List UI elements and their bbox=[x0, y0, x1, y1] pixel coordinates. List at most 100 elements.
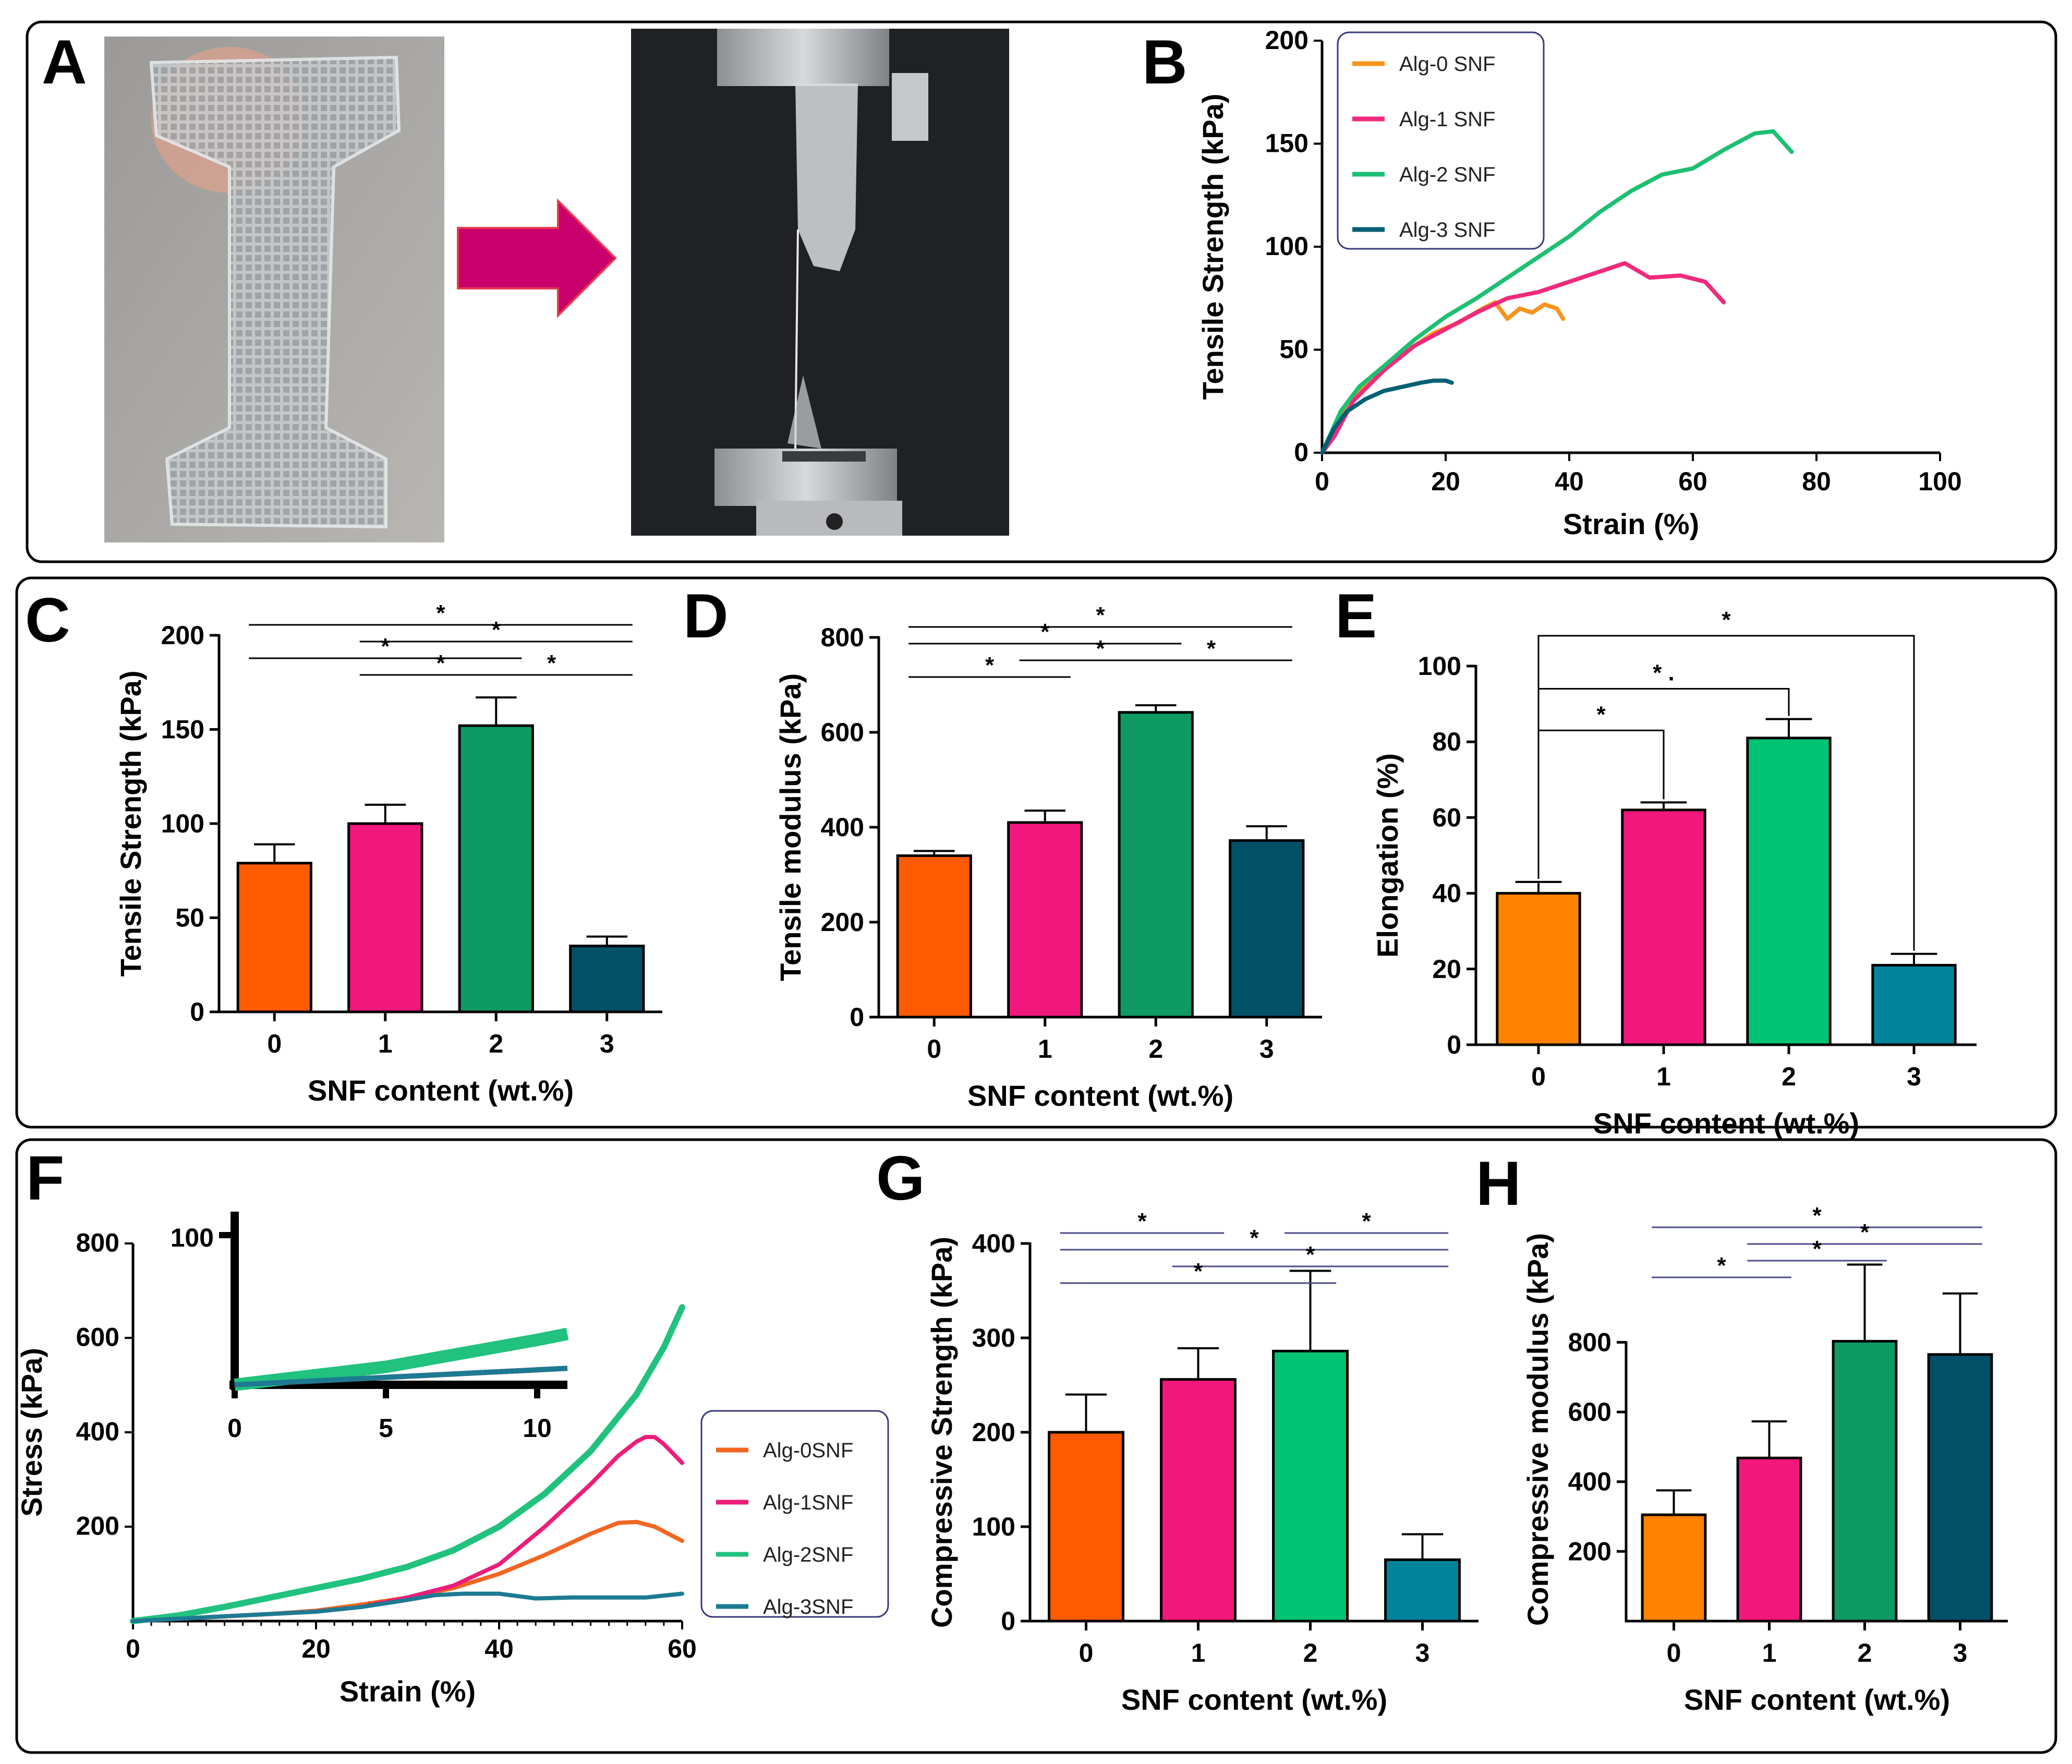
x-axis-title: SNF content (wt.%) bbox=[1593, 1107, 1859, 1140]
panel-frame-middle bbox=[15, 576, 2057, 1129]
bar bbox=[569, 945, 645, 1013]
significance-star: * bbox=[1137, 1209, 1147, 1234]
chart-c: 0 50 100 150 200 0 1 2 3 SNF content (wt.%) Tensil… bbox=[114, 600, 662, 1107]
x-tick-label: 20 bbox=[301, 1634, 331, 1663]
y-tick-label: 60 bbox=[1432, 803, 1461, 832]
inset-y-tick-label: 100 bbox=[171, 1223, 214, 1252]
y-tick-label: 0 bbox=[190, 997, 204, 1026]
x-tick-label: 3 bbox=[1415, 1638, 1430, 1668]
legend bbox=[700, 1410, 889, 1618]
y-tick-label: 100 bbox=[161, 809, 204, 838]
bar bbox=[1229, 839, 1305, 1019]
bar bbox=[1641, 1513, 1707, 1623]
x-tick-label: 20 bbox=[1431, 467, 1460, 496]
x-tick-label: 80 bbox=[1802, 467, 1831, 496]
y-tick-label: 100 bbox=[1418, 651, 1461, 681]
y-tick-label: 0 bbox=[1001, 1606, 1015, 1636]
x-axis-title: SNF content (wt.%) bbox=[967, 1079, 1233, 1112]
significance-star: * bbox=[985, 653, 995, 678]
significance-star: * bbox=[381, 634, 390, 659]
y-axis-title: Tensile Strength (kPa) bbox=[114, 670, 147, 976]
x-tick-label: 1 bbox=[378, 1029, 393, 1058]
y-tick-label: 200 bbox=[1568, 1537, 1611, 1566]
bar bbox=[236, 862, 312, 1013]
x-axis-title: SNF content (wt.%) bbox=[1121, 1683, 1387, 1716]
x-tick-label: 1 bbox=[1762, 1638, 1777, 1668]
significance-star: * bbox=[1812, 1203, 1822, 1228]
bar bbox=[1496, 892, 1581, 1046]
legend-label: Alg-1 SNF bbox=[1399, 108, 1496, 131]
arrow-icon bbox=[457, 198, 617, 318]
y-tick-label: 800 bbox=[76, 1228, 119, 1257]
series-line bbox=[1320, 378, 1454, 455]
panel-label-d: D bbox=[683, 581, 729, 651]
legend-label: Alg-2 SNF bbox=[1399, 163, 1496, 186]
significance-star: * bbox=[1306, 1242, 1315, 1267]
inset-x-tick-label: 0 bbox=[227, 1413, 242, 1443]
panel-label-g: G bbox=[876, 1143, 925, 1213]
chart-f: 200 400 600 800 0 20 40 60 Strain (%) Stress (kPa… bbox=[15, 1212, 889, 1708]
y-tick-label: 800 bbox=[1568, 1327, 1611, 1357]
significance-star: * bbox=[1812, 1236, 1822, 1262]
x-tick-label: 0 bbox=[927, 1034, 941, 1064]
y-tick-label: 150 bbox=[1265, 129, 1308, 158]
significance-star: * bbox=[492, 617, 501, 643]
panel-label-h: H bbox=[1476, 1149, 1521, 1218]
legend-label: Alg-1SNF bbox=[763, 1491, 853, 1514]
panel-label-a: A bbox=[42, 27, 87, 97]
x-tick-label: 0 bbox=[1315, 467, 1329, 496]
bar bbox=[1736, 1456, 1802, 1623]
x-tick-label: 2 bbox=[1782, 1062, 1796, 1091]
x-tick-label: 2 bbox=[1148, 1034, 1163, 1064]
series-line bbox=[130, 1304, 685, 1624]
y-tick-label: 800 bbox=[821, 623, 864, 652]
bar bbox=[1118, 711, 1194, 1019]
x-tick-label: 0 bbox=[126, 1634, 140, 1663]
bar bbox=[896, 854, 972, 1019]
significance-star: * . bbox=[1653, 660, 1675, 686]
y-tick-label: 50 bbox=[175, 903, 204, 933]
x-tick-label: 3 bbox=[1907, 1062, 1921, 1091]
bar bbox=[1160, 1378, 1237, 1623]
y-tick-label: 400 bbox=[972, 1229, 1015, 1258]
x-tick-label: 60 bbox=[668, 1634, 697, 1663]
y-axis-title: Compressive modulus (kPa) bbox=[1521, 1233, 1554, 1626]
bar bbox=[1384, 1558, 1461, 1623]
significance-star: * bbox=[1250, 1225, 1259, 1251]
significance-star: * bbox=[1722, 607, 1731, 633]
y-tick-label: 150 bbox=[161, 715, 204, 744]
x-tick-label: 40 bbox=[484, 1634, 514, 1663]
chart-b: 0 50 100 150 200 0 20 40 60 80 100 Strain (%) Tensil… bbox=[1196, 26, 1962, 540]
x-axis-title: Strain (%) bbox=[340, 1675, 476, 1708]
x-axis-title: Strain (%) bbox=[1563, 508, 1699, 540]
bar bbox=[1048, 1431, 1124, 1623]
x-tick-label: 0 bbox=[1531, 1062, 1546, 1091]
legend-label: Alg-2SNF bbox=[763, 1543, 853, 1566]
significance-star: * bbox=[547, 650, 556, 676]
y-tick-label: 0 bbox=[1447, 1030, 1461, 1059]
significance-star: * bbox=[1096, 636, 1105, 661]
y-axis-title: Tensile Strength (kPa) bbox=[1196, 93, 1229, 400]
significance-star: * bbox=[1717, 1253, 1726, 1278]
y-tick-label: 20 bbox=[1432, 955, 1461, 984]
panel-label-c: C bbox=[25, 585, 70, 655]
legend-label: Alg-3 SNF bbox=[1399, 219, 1496, 241]
y-axis-title: Stress (kPa) bbox=[15, 1348, 48, 1517]
x-tick-label: 0 bbox=[1667, 1638, 1681, 1668]
chart-e: 0 20 40 60 80 100 0 1 2 3 SNF content (wt.%) Elonga… bbox=[1371, 607, 1977, 1140]
x-axis-title: SNF content (wt.%) bbox=[1684, 1683, 1950, 1716]
legend-label: Alg-0 SNF bbox=[1399, 53, 1496, 76]
bar bbox=[1007, 821, 1083, 1019]
bar bbox=[1871, 964, 1957, 1046]
bar bbox=[1832, 1339, 1898, 1623]
y-tick-label: 400 bbox=[821, 813, 864, 842]
x-tick-label: 3 bbox=[600, 1029, 614, 1058]
y-tick-label: 200 bbox=[1265, 26, 1308, 55]
y-tick-label: 200 bbox=[821, 908, 864, 937]
legend-label: Alg-0SNF bbox=[763, 1439, 853, 1462]
series-line bbox=[1320, 261, 1726, 455]
significance-star: * bbox=[1362, 1209, 1371, 1234]
bar bbox=[1927, 1353, 1993, 1623]
y-tick-label: 200 bbox=[161, 621, 204, 650]
